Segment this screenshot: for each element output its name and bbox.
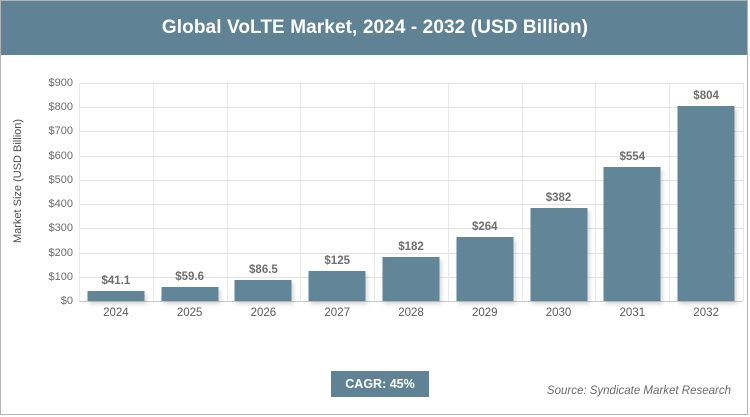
x-axis-tick-label: 2024 [103, 307, 129, 319]
y-gridline: $300 [49, 222, 743, 234]
bar-value-label: $86.5 [249, 264, 278, 277]
y-axis-tick-label: $600 [48, 149, 73, 162]
x-gridline [153, 83, 154, 301]
x-gridline [669, 83, 670, 301]
x-gridline [374, 83, 375, 301]
page-title: Global VoLTE Market, 2024 - 2032 (USD Bi… [161, 17, 589, 38]
bar-group: $264 2029 [448, 83, 522, 319]
bar-value-label: $182 [398, 240, 424, 253]
chart-footer: CAGR: 45% Source: Syndicate Market Resea… [1, 360, 747, 414]
y-axis-tick-label: $400 [48, 198, 73, 211]
y-gridline: $500 [49, 174, 743, 186]
bar[interactable] [87, 291, 145, 301]
y-axis-tick-label: $500 [48, 173, 73, 186]
x-gridline [522, 83, 523, 301]
bar-value-label: $59.6 [175, 270, 205, 283]
x-gridline [300, 83, 301, 301]
y-axis-tick-label: $200 [48, 246, 73, 259]
x-axis-tick-label: 2031 [619, 307, 646, 319]
bar[interactable] [382, 256, 440, 301]
x-gridline [79, 83, 80, 301]
y-axis-tick-label: $0 [60, 295, 73, 307]
plot-area: $0 $100 $200 $300 $400 $500 $600 $700 $800 $900 $4… [49, 77, 744, 319]
bar-value-label: $554 [619, 150, 646, 163]
x-gridline [227, 83, 228, 301]
y-axis-tick-label: $700 [48, 125, 73, 138]
y-gridline: $700 [49, 125, 743, 137]
bar-group: $382 2030 [522, 83, 596, 319]
y-gridline: $400 [49, 198, 743, 210]
bar[interactable] [234, 280, 292, 301]
y-gridline: $800 [49, 101, 743, 113]
y-gridline: $0 [61, 295, 743, 307]
bar-value-label: $41.1 [101, 275, 131, 288]
bar-group: $41.1 2024 [79, 83, 153, 319]
y-axis-tick-label: $300 [48, 222, 73, 235]
bar-group: $125 2027 [300, 83, 374, 319]
bar[interactable] [603, 166, 661, 301]
y-axis-title: Market Size (USD Billion) [12, 118, 24, 244]
cagr-badge: CAGR: 45% [331, 371, 429, 397]
x-axis-tick-label: 2028 [398, 307, 424, 319]
y-axis-tick-label: $100 [48, 270, 73, 283]
bar-value-label: $382 [545, 192, 572, 205]
bar[interactable] [308, 270, 366, 301]
bar-group: $554 2031 [595, 83, 669, 319]
y-axis-tick-label: $800 [48, 101, 73, 114]
x-axis-tick-label: 2026 [250, 307, 277, 319]
y-gridline: $200 [49, 247, 743, 259]
bar[interactable] [161, 286, 219, 301]
bar-group: $86.5 2026 [227, 83, 301, 319]
bar-group: $59.6 2025 [153, 83, 227, 319]
y-axis-tick-label: $900 [48, 77, 73, 89]
bar-value-label: $804 [693, 90, 719, 103]
x-gridline [743, 83, 744, 301]
chart-header: Global VoLTE Market, 2024 - 2032 (USD Bi… [1, 1, 747, 55]
x-gridline [595, 83, 596, 301]
bar-value-label: $125 [324, 254, 350, 267]
bar-group: $804 2032 [669, 83, 743, 319]
x-axis-tick-label: 2030 [545, 307, 572, 319]
bar-group: $182 2028 [374, 83, 448, 319]
x-axis-tick-label: 2032 [693, 307, 719, 319]
x-gridline [448, 83, 449, 301]
bar[interactable] [456, 237, 514, 301]
chart-plot-region: Market Size (USD Billion) $0 $100 $200 $300… [1, 55, 747, 360]
bar[interactable] [530, 208, 588, 301]
bar[interactable] [677, 106, 735, 301]
x-axis-tick-label: 2027 [324, 307, 350, 319]
x-axis-tick-label: 2029 [471, 307, 498, 319]
source-note: Source: Syndicate Market Research [546, 385, 731, 397]
bar-value-label: $264 [471, 221, 498, 234]
y-gridline: $900 [49, 77, 743, 89]
y-gridline: $600 [49, 150, 743, 162]
x-axis-tick-label: 2025 [176, 307, 203, 319]
